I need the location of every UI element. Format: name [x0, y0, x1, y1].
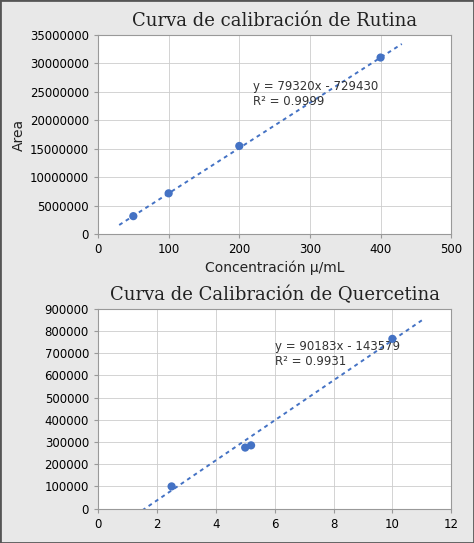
- Point: [129, 212, 137, 220]
- Point: [165, 189, 173, 198]
- Title: Curva de Calibración de Quercetina: Curva de Calibración de Quercetina: [109, 286, 439, 305]
- Y-axis label: Area: Area: [12, 118, 26, 150]
- Point: [247, 441, 255, 450]
- Text: y = 90183x - 143579
R² = 0.9931: y = 90183x - 143579 R² = 0.9931: [274, 340, 400, 368]
- Title: Curva de calibración de Rutina: Curva de calibración de Rutina: [132, 12, 417, 30]
- Point: [236, 142, 243, 150]
- Point: [377, 53, 384, 62]
- X-axis label: Concentración μ/mL: Concentración μ/mL: [205, 261, 345, 275]
- Point: [168, 482, 175, 491]
- Point: [241, 443, 249, 452]
- Text: y = 79320x - 729430
R² = 0.9999: y = 79320x - 729430 R² = 0.9999: [254, 80, 379, 109]
- Point: [389, 334, 396, 343]
